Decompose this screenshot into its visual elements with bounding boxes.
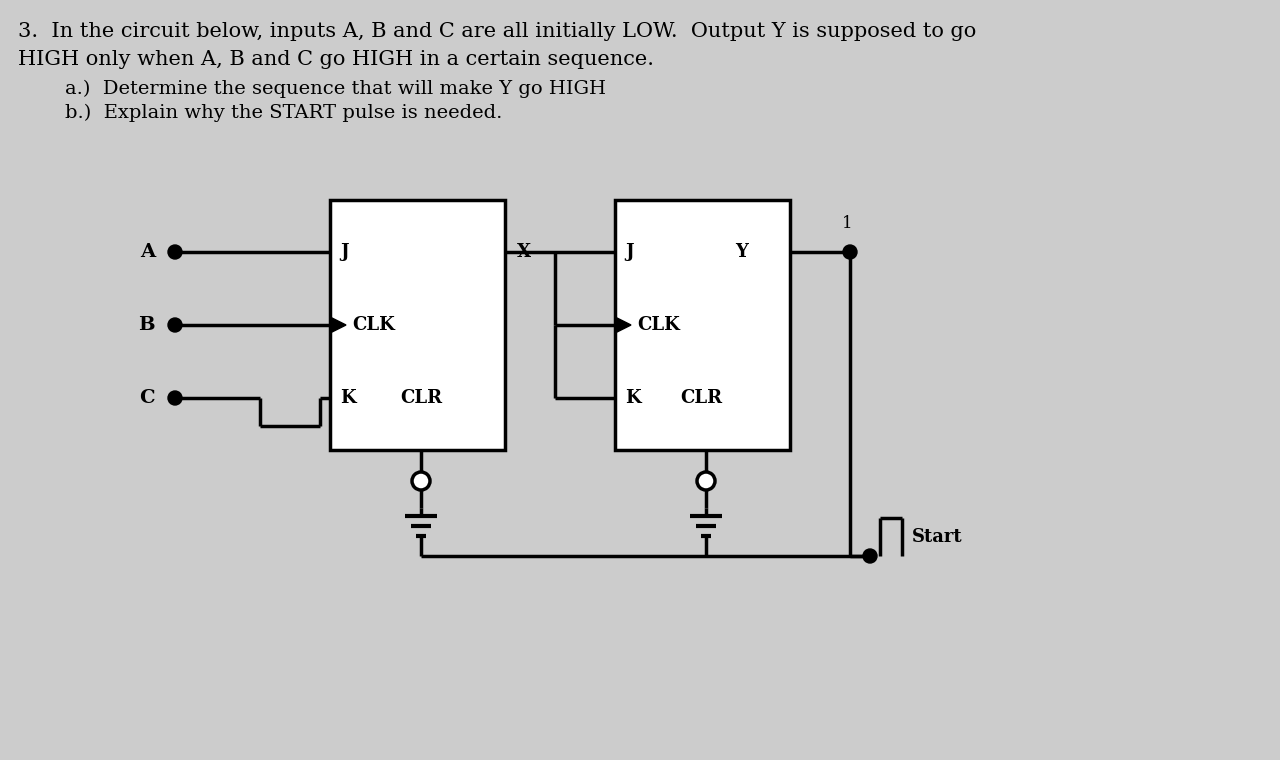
Text: J: J	[625, 243, 634, 261]
Text: CLK: CLK	[637, 316, 680, 334]
Text: X: X	[517, 243, 531, 261]
Circle shape	[168, 391, 182, 405]
Circle shape	[698, 472, 716, 490]
Text: K: K	[340, 389, 356, 407]
Circle shape	[168, 318, 182, 332]
Polygon shape	[614, 317, 631, 333]
Text: Y: Y	[735, 243, 748, 261]
Text: 3.  In the circuit below, inputs A, B and C are all initially LOW.  Output Y is : 3. In the circuit below, inputs A, B and…	[18, 22, 977, 41]
Polygon shape	[330, 317, 346, 333]
Circle shape	[168, 245, 182, 259]
Text: A: A	[140, 243, 155, 261]
Circle shape	[863, 549, 877, 563]
Text: b.)  Explain why the START pulse is needed.: b.) Explain why the START pulse is neede…	[40, 104, 502, 122]
Text: a.)  Determine the sequence that will make Y go HIGH: a.) Determine the sequence that will mak…	[40, 80, 605, 98]
Text: CLK: CLK	[352, 316, 394, 334]
Text: B: B	[138, 316, 155, 334]
Circle shape	[844, 245, 858, 259]
Text: CLR: CLR	[399, 389, 442, 407]
Text: Start: Start	[911, 528, 963, 546]
Bar	[614, 200, 790, 450]
Text: C: C	[140, 389, 155, 407]
Text: K: K	[625, 389, 640, 407]
Text: J: J	[340, 243, 348, 261]
Circle shape	[412, 472, 430, 490]
Text: HIGH only when A, B and C go HIGH in a certain sequence.: HIGH only when A, B and C go HIGH in a c…	[18, 50, 654, 69]
Text: CLR: CLR	[680, 389, 722, 407]
Text: 1: 1	[842, 216, 852, 233]
Bar	[330, 200, 506, 450]
